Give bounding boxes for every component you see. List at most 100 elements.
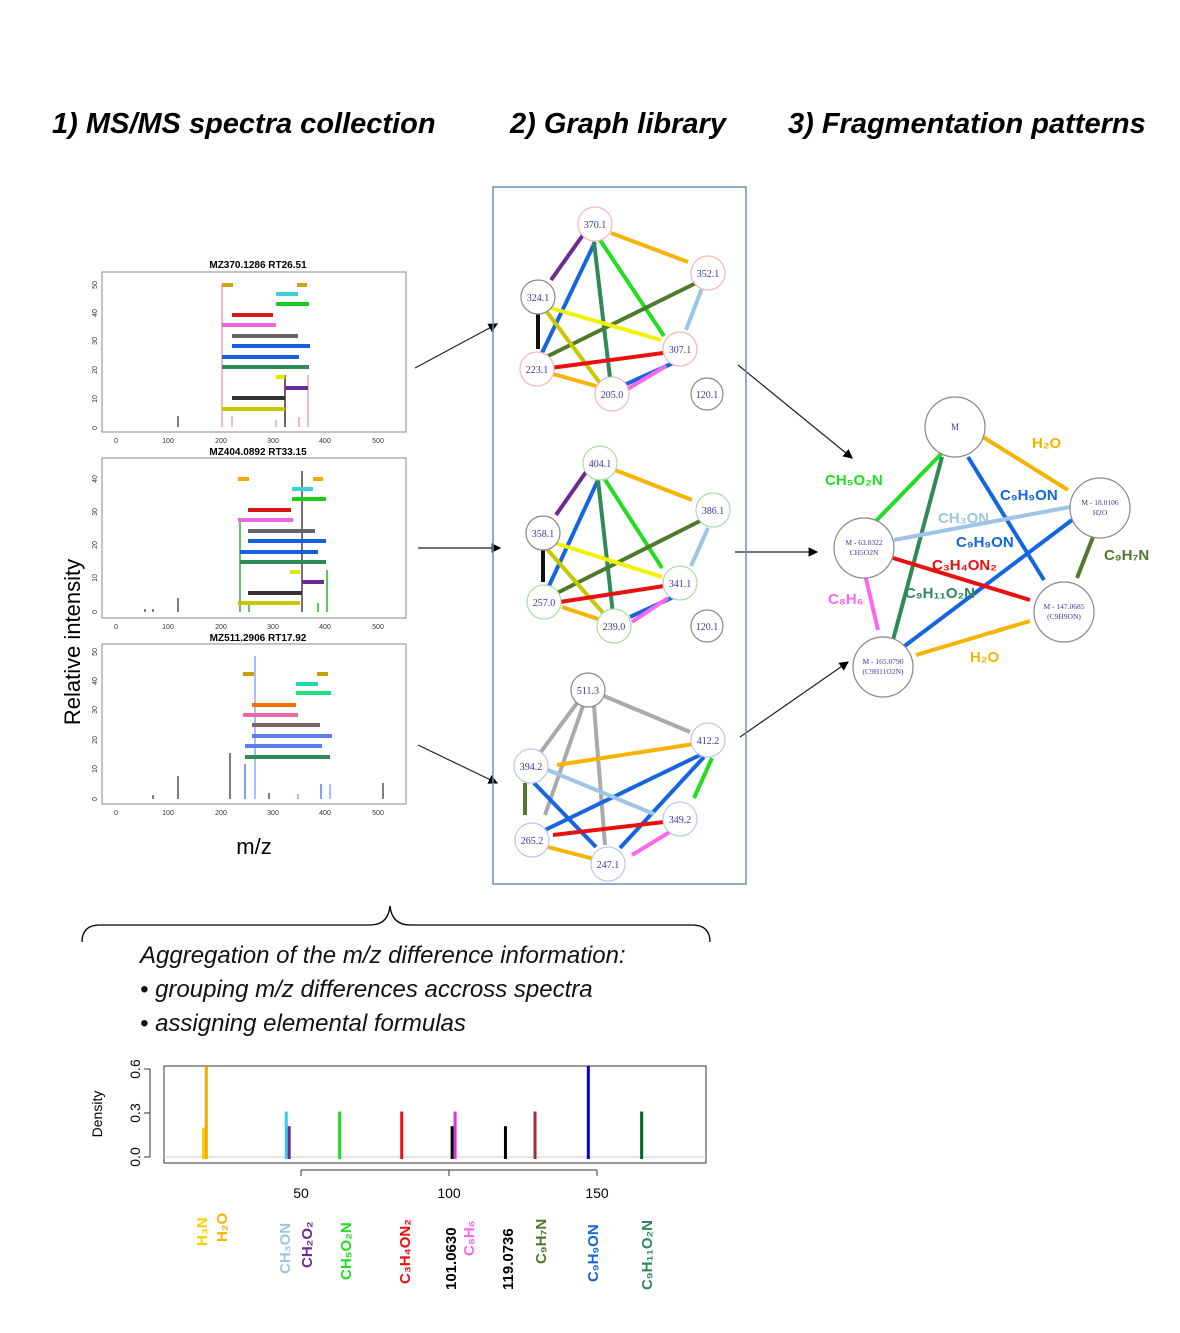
spectrum-panel-3: MZ511.2906 RT17.92 0 10 20 30 40 50 0 10… (92, 633, 407, 817)
x-tick: 100 (162, 624, 174, 631)
y-tick: 0.3 (127, 1103, 143, 1123)
y-tick: 30 (92, 337, 99, 345)
node: 265.2 (514, 822, 550, 858)
svg-text:307.1: 307.1 (669, 345, 692, 356)
svg-text:358.1: 358.1 (532, 529, 555, 540)
x-tick: 300 (267, 624, 279, 631)
aggregation-title: Aggregation of the m/z difference inform… (140, 942, 626, 969)
density-chart: Density 0.0 0.3 0.6 50 100 150 (89, 1059, 707, 1201)
y-tick: 30 (92, 706, 99, 714)
svg-text:404.1: 404.1 (589, 459, 612, 470)
formula-label: H₃N (194, 1217, 211, 1246)
node: 239.0 (596, 608, 632, 644)
node: 120.1 (690, 377, 724, 411)
y-tick: 0.6 (127, 1059, 143, 1079)
x-tick: 100 (437, 1185, 461, 1201)
node: 257.0 (526, 584, 562, 620)
y-tick: 20 (92, 366, 99, 374)
y-tick: 40 (92, 309, 99, 317)
node: 511.3 (570, 672, 606, 708)
node: M - 147.0685 (C9H9ON) (1033, 581, 1095, 643)
y-tick: 0 (92, 426, 99, 430)
x-tick: 50 (293, 1185, 309, 1201)
svg-text:257.0: 257.0 (533, 598, 556, 609)
svg-text:386.1: 386.1 (702, 506, 725, 517)
svg-text:M - 147.0685: M - 147.0685 (1043, 602, 1084, 611)
node: 341.1 (662, 565, 698, 601)
svg-text:349.2: 349.2 (669, 815, 692, 826)
node: 394.2 (513, 748, 549, 784)
node: 404.1 (582, 445, 618, 481)
svg-text:511.3: 511.3 (577, 686, 599, 697)
node: M - 18.0106 H2O (1069, 477, 1131, 539)
node: 370.1 (577, 206, 613, 242)
node: 307.1 (662, 331, 698, 367)
svg-text:M - 63.0322: M - 63.0322 (845, 538, 883, 547)
formula-label: H₂O (214, 1213, 231, 1242)
x-tick: 0 (114, 438, 118, 445)
node: 358.1 (525, 515, 561, 551)
y-tick: 40 (92, 475, 99, 483)
edge-label: C₉H₇N (1104, 547, 1149, 564)
spectrum-title: MZ511.2906 RT17.92 (210, 633, 307, 644)
y-tick: 20 (92, 541, 99, 549)
formula-label: C₉H₇N (533, 1219, 550, 1264)
graph-3: 511.3 412.2 394.2 349.2 265.2 247.1 (513, 672, 726, 882)
spectra-ylabel: Relative intensity (60, 559, 85, 725)
svg-text:370.1: 370.1 (584, 220, 607, 231)
edge-label: C₃H₄ON₂ (932, 557, 997, 574)
node: 412.2 (690, 722, 726, 758)
heading-fragmentation-patterns: 3) Fragmentation patterns (788, 108, 1146, 140)
edge-label: C₉H₉ON (956, 534, 1014, 551)
edge-label: C₈H₆ (828, 591, 864, 608)
x-tick: 500 (372, 438, 384, 445)
node: 352.1 (690, 255, 726, 291)
node: 349.2 (662, 801, 698, 837)
node: 223.1 (519, 351, 555, 387)
graph-1: 370.1 352.1 324.1 307.1 223.1 205.0 (519, 206, 726, 412)
svg-text:M: M (951, 422, 959, 432)
x-tick: 400 (319, 438, 331, 445)
x-tick: 400 (319, 624, 331, 631)
svg-text:H2O: H2O (1093, 508, 1108, 517)
aggregation-bullet: • assigning elemental formulas (140, 1010, 466, 1037)
svg-text:120.1: 120.1 (696, 390, 719, 401)
formula-label: CH₂O₂ (299, 1221, 316, 1268)
x-tick: 100 (162, 438, 174, 445)
y-tick: 20 (92, 736, 99, 744)
x-tick: 500 (372, 624, 384, 631)
x-tick: 300 (267, 810, 279, 817)
formula-labels: H₃N H₂O CH₃ON CH₂O₂ CH₅O₂N C₃H₄ON₂ 101.0… (194, 1213, 656, 1290)
formula-label: C₃H₄ON₂ (397, 1219, 414, 1284)
svg-text:(C9H11O2N): (C9H11O2N) (863, 667, 904, 676)
edge-labels: H₂O CH₅O₂N C₉H₉ON CH₃ON C₉H₉ON C₃H₄ON₂ C… (825, 435, 1149, 666)
formula-label: C₉H₉ON (585, 1224, 602, 1282)
fragmentation-pattern: M M - 18.0106 H2O M - 63.0322 CH5O2N M -… (833, 396, 1131, 698)
node: 247.1 (590, 846, 626, 882)
svg-text:352.1: 352.1 (697, 269, 720, 280)
y-tick: 0 (92, 610, 99, 614)
y-tick: 10 (92, 395, 99, 403)
svg-text:412.2: 412.2 (697, 736, 720, 747)
aggregation-brace (81, 905, 711, 943)
node: M (924, 396, 986, 458)
spectrum-title: MZ370.1286 RT26.51 (209, 260, 307, 271)
x-tick: 500 (372, 810, 384, 817)
x-tick: 100 (162, 810, 174, 817)
node: M - 165.0790 (C9H11O2N) (852, 636, 914, 698)
graph-2: 404.1 386.1 358.1 341.1 257.0 239.0 (525, 445, 731, 644)
formula-label: 101.0630 (443, 1227, 460, 1290)
y-tick: 30 (92, 508, 99, 516)
node: 386.1 (695, 492, 731, 528)
y-tick: 0 (92, 797, 99, 801)
node: M - 63.0322 CH5O2N (833, 517, 895, 579)
x-tick: 0 (114, 624, 118, 631)
edge-label: H₂O (970, 649, 999, 666)
node: 120.1 (690, 609, 724, 643)
density-ylabel: Density (89, 1091, 105, 1138)
svg-text:M - 165.0790: M - 165.0790 (862, 657, 903, 666)
aggregation-bullet: • grouping m/z differences accross spect… (140, 976, 593, 1003)
formula-label: C₉H₁₁O₂N (639, 1220, 656, 1290)
y-tick: 40 (92, 677, 99, 685)
